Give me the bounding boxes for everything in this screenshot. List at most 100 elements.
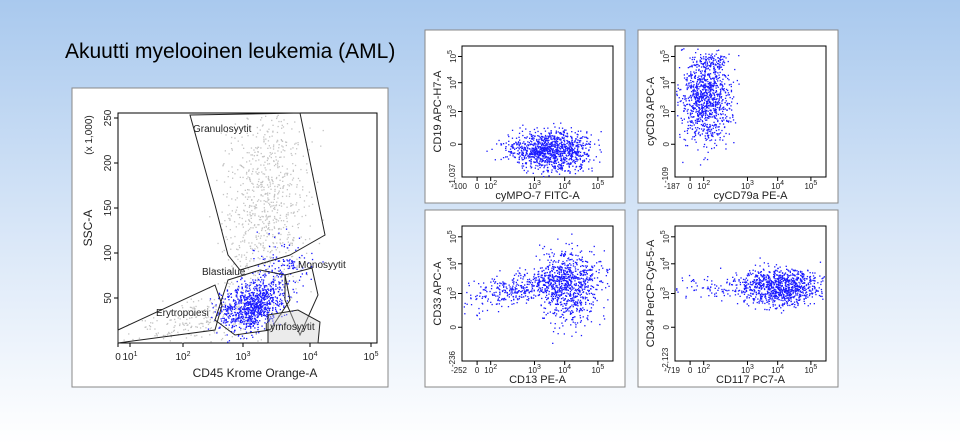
event [274, 152, 276, 154]
event [573, 297, 575, 299]
event [230, 248, 232, 250]
event [257, 278, 259, 281]
event [710, 130, 712, 132]
event [552, 140, 554, 143]
event [508, 135, 510, 138]
event [538, 150, 541, 152]
event [522, 152, 524, 155]
event [252, 158, 254, 160]
event [538, 154, 540, 156]
event [208, 322, 210, 324]
event [235, 211, 237, 213]
event [320, 145, 322, 147]
event [530, 151, 533, 153]
event [553, 267, 555, 269]
event [234, 303, 236, 305]
event [716, 78, 718, 80]
event [225, 225, 227, 228]
event [575, 296, 578, 298]
event [211, 303, 213, 305]
event [569, 263, 571, 265]
event [558, 273, 561, 275]
event [256, 294, 258, 296]
event [580, 265, 582, 268]
event [578, 140, 580, 142]
event [524, 137, 526, 139]
event [577, 288, 580, 290]
event [301, 273, 303, 275]
event [699, 114, 701, 116]
event [698, 104, 700, 106]
event [698, 88, 700, 90]
event [192, 308, 194, 310]
event [546, 161, 548, 163]
event [528, 157, 530, 159]
event [264, 295, 266, 297]
event [270, 290, 272, 292]
event [238, 309, 241, 311]
event [231, 243, 233, 245]
event [722, 78, 724, 80]
event [273, 144, 275, 146]
event [562, 297, 564, 299]
event [282, 149, 284, 151]
event [511, 137, 514, 139]
event [719, 66, 721, 68]
event [570, 155, 572, 157]
event [709, 57, 711, 59]
event [239, 260, 241, 263]
event [725, 57, 727, 59]
event [551, 252, 553, 254]
event [540, 158, 543, 160]
event [255, 147, 257, 149]
event [274, 246, 276, 248]
event [273, 262, 275, 265]
event [703, 125, 706, 127]
event [235, 318, 237, 320]
event [701, 116, 703, 119]
event [563, 139, 566, 141]
event [229, 218, 231, 220]
event [551, 150, 554, 152]
event [252, 313, 254, 315]
event [216, 331, 218, 333]
event [698, 68, 700, 71]
event [230, 313, 232, 315]
event [238, 326, 241, 328]
event [534, 147, 536, 149]
event [257, 302, 259, 304]
event [719, 139, 721, 141]
event [704, 74, 706, 77]
event [698, 106, 700, 108]
event [565, 129, 567, 131]
event [582, 296, 584, 299]
event [571, 319, 573, 321]
event [227, 309, 229, 311]
event [251, 297, 253, 300]
event [727, 60, 729, 63]
event [534, 151, 537, 153]
event [521, 157, 523, 159]
event [259, 304, 261, 306]
event [572, 306, 574, 308]
event [269, 262, 271, 264]
event [531, 152, 533, 154]
event [708, 59, 710, 61]
event [574, 140, 576, 142]
event [722, 99, 724, 101]
event [528, 297, 530, 300]
event [260, 194, 262, 197]
event [223, 320, 225, 322]
event [542, 146, 544, 148]
event [216, 332, 218, 334]
event [532, 153, 535, 155]
event [278, 281, 280, 283]
event [567, 152, 569, 154]
event [719, 58, 721, 60]
event [581, 260, 584, 263]
event [699, 112, 701, 114]
event [253, 289, 256, 291]
event [696, 103, 698, 105]
event [543, 272, 546, 274]
event [254, 274, 257, 277]
